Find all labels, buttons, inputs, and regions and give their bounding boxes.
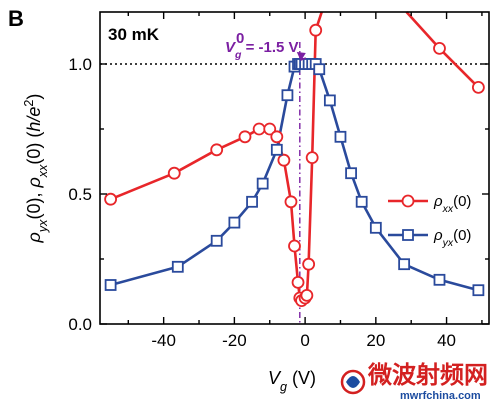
watermark-en: mwrfchina.com [400,390,481,402]
watermark-logo-inner [346,376,360,388]
data-point-rhoyx [472,284,485,297]
y-axis-label-group: ρyx(0), ρxx(0) (h/e2) [22,94,50,244]
data-point-rhoxx [305,151,319,165]
data-point-rhoyx [334,130,347,143]
data-point-rhoxx [309,23,323,37]
data-point-rhoyx [246,195,258,208]
legend-label-rhoyx: ρyx(0) [433,227,471,249]
data-point-rhoyx [323,94,336,107]
data-point-rhoxx [288,239,301,253]
chart-title: 30 mK [108,25,160,44]
y-tick-label: 1.0 [68,55,92,74]
series-line-1-extension [405,11,441,50]
data-point-rhoxx [238,130,252,144]
legend-label-rhoxx: ρxx(0) [433,193,471,215]
data-point-rhoxx [270,130,284,144]
y-axis-label: ρyx(0), ρxx(0) (h/e2) [22,94,50,244]
data-point-rhoyx [171,260,184,273]
data-point-rhoyx [345,167,357,180]
annotation-vg0: Vg = -1.5 V [225,39,299,61]
y-tick-label: 0.5 [68,185,92,204]
data-point-rhoyx [270,143,283,156]
data-point-rhoxx [210,143,224,157]
data-point-rhoxx [471,81,485,94]
data-point-rhoxx [167,166,181,180]
panel-label: B [8,6,24,31]
data-point-rhoxx [263,122,277,136]
data-point-rhoxx [300,288,314,302]
legend-marker-rhoyx [402,229,414,241]
data-point-rhoyx [228,216,241,229]
data-point-rhoxx [291,275,305,289]
data-point-rhoyx [281,89,294,102]
data-point-rhoxx [104,192,118,206]
data-point-rhoyx [369,221,382,234]
y-tick-label: 0.0 [68,315,92,334]
plot-frame [99,11,490,325]
series-line-1 [438,47,480,89]
watermark-cn: 微波射频网 [367,361,488,389]
x-tick-label: 0 [300,331,309,350]
x-tick-label: 40 [437,331,456,350]
data-point-rhoyx [104,279,117,291]
data-point-rhoxx [433,42,446,55]
data-point-rhoxx [284,195,298,209]
annotation-arrow-head [296,52,306,61]
x-tick-label: -40 [151,331,176,350]
data-point-rhoyx [313,63,326,76]
data-point-rhoyx [433,273,446,286]
x-tick-label: -20 [222,331,247,350]
data-point-rhoyx [355,195,368,208]
annotation-arrow-shaft [300,57,307,61]
data-point-rhoyx [210,234,223,247]
watermark-logo [340,369,366,395]
annotation-vg0-superscript: 0 [236,30,244,47]
data-point-rhoxx [277,153,291,167]
data-point-rhoyx [398,258,411,271]
data-point-rhoxx [302,257,316,271]
data-point-rhoxx [252,122,266,136]
x-tick-label: 20 [366,331,385,350]
x-axis-label: Vg (V) [268,368,316,394]
legend-marker-rhoxx [401,194,415,208]
data-point-rhoyx [256,177,269,190]
